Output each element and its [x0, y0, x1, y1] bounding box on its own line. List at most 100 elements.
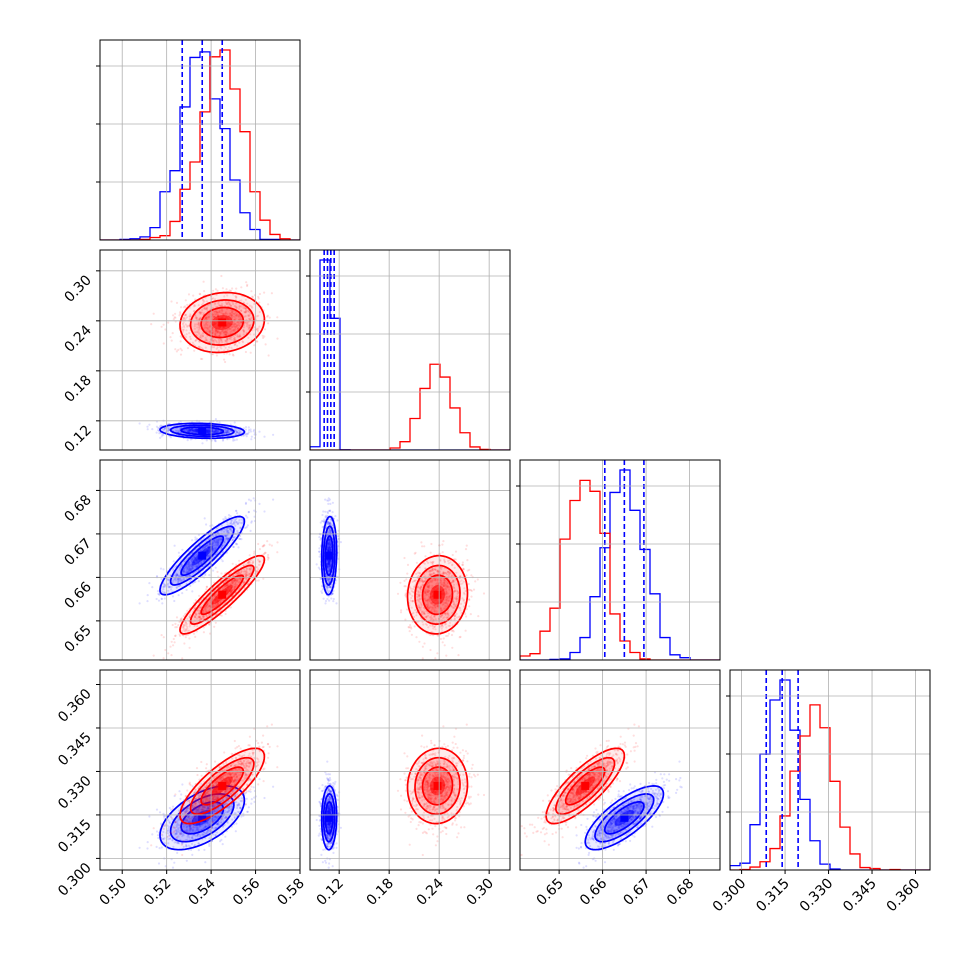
sample-point	[198, 325, 201, 328]
sample-point	[327, 499, 330, 502]
sample-point	[163, 583, 166, 586]
sample-point	[199, 606, 202, 609]
sample-point	[190, 567, 194, 570]
sample-point	[236, 543, 239, 546]
sample-point	[216, 430, 219, 433]
sample-point	[217, 330, 220, 333]
sample-point	[189, 438, 192, 441]
sample-point	[216, 543, 219, 547]
sample-point	[247, 582, 250, 586]
sample-point	[231, 581, 234, 584]
sample-point	[211, 346, 214, 349]
sample-point	[182, 317, 185, 320]
sample-point	[328, 540, 332, 543]
sample-point	[186, 347, 190, 350]
sample-point	[415, 561, 418, 564]
sample-point	[222, 518, 225, 521]
sample-point	[224, 538, 227, 541]
sample-point	[195, 317, 198, 320]
sample-point	[183, 316, 186, 319]
sample-point	[176, 581, 180, 584]
sample-point	[225, 584, 228, 587]
sample-point	[267, 558, 270, 561]
sample-point	[177, 580, 180, 584]
sample-point	[191, 557, 194, 560]
sample-point	[214, 332, 217, 335]
sample-point	[212, 569, 215, 572]
sample-point	[187, 571, 190, 574]
sample-point	[169, 336, 172, 339]
sample-point	[464, 629, 467, 632]
sample-point	[225, 333, 228, 336]
sample-point	[226, 583, 229, 586]
sample-point	[238, 335, 241, 338]
sample-point	[179, 426, 183, 429]
sample-point	[224, 332, 227, 335]
sample-point	[206, 324, 209, 327]
sample-point	[178, 311, 182, 314]
sample-point	[208, 554, 211, 557]
sample-point	[236, 344, 239, 347]
sample-point	[248, 554, 251, 557]
sample-point	[213, 346, 216, 349]
sample-point	[212, 330, 215, 333]
sample-point	[201, 357, 204, 361]
sample-point	[174, 316, 177, 319]
sample-point	[213, 548, 216, 552]
sample-point	[256, 329, 259, 332]
sample-point	[224, 517, 227, 520]
sample-point	[218, 421, 221, 424]
sample-point	[327, 566, 330, 570]
sample-point	[190, 564, 193, 567]
sample-point	[215, 354, 218, 357]
sample-point	[190, 427, 194, 430]
sample-point	[477, 615, 480, 618]
sample-point	[226, 430, 229, 433]
sample-point	[326, 499, 329, 502]
sample-point	[244, 309, 248, 312]
scatter-panel-1-0	[138, 274, 279, 445]
sample-point	[235, 563, 238, 567]
sample-point	[177, 585, 180, 588]
sample-point	[202, 299, 205, 302]
sample-point	[326, 510, 329, 514]
sample-point	[187, 430, 190, 433]
sample-point	[244, 311, 247, 314]
sample-point	[248, 559, 251, 563]
sample-point	[174, 312, 177, 315]
sample-point	[233, 344, 236, 347]
sample-point	[224, 329, 227, 332]
histogram-step	[730, 704, 930, 870]
sample-point	[182, 578, 185, 581]
sample-point	[166, 584, 169, 587]
sample-point	[239, 527, 242, 530]
sample-point	[167, 585, 170, 588]
sample-point	[182, 570, 185, 573]
sample-point	[242, 434, 245, 437]
sample-point	[328, 528, 331, 531]
sample-point	[174, 578, 177, 581]
sample-point	[193, 565, 196, 568]
histogram-step	[100, 49, 300, 240]
sample-point	[211, 329, 214, 332]
sample-point	[226, 328, 229, 332]
sample-point	[232, 334, 235, 338]
sample-point	[194, 554, 197, 558]
sample-point	[328, 498, 331, 501]
sample-point	[211, 543, 214, 546]
sample-point	[197, 322, 200, 325]
sample-point	[218, 334, 221, 338]
sample-point	[189, 623, 192, 626]
sample-point	[213, 338, 216, 341]
sample-point	[436, 652, 439, 655]
sample-point	[257, 558, 260, 562]
sample-point	[228, 303, 231, 306]
sample-point	[251, 567, 254, 570]
sample-point	[328, 538, 331, 541]
sample-point	[224, 346, 227, 349]
sample-point	[276, 337, 279, 340]
sample-point	[226, 431, 229, 434]
sample-point	[155, 597, 158, 601]
sample-point	[189, 568, 192, 571]
sample-point	[185, 564, 188, 567]
